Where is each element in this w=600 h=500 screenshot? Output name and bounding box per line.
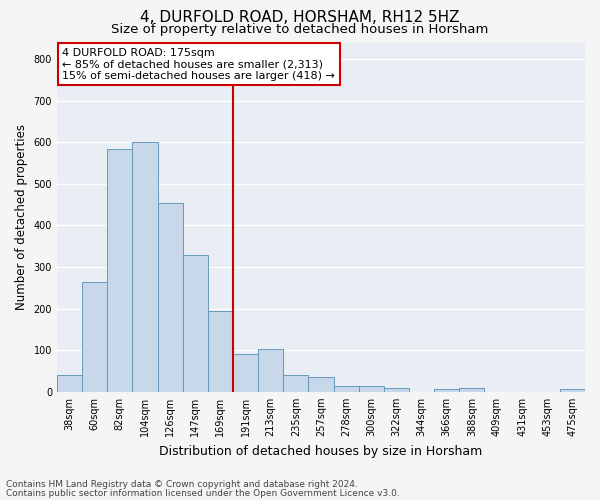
Bar (258, 350, 283, 392)
Bar (434, 389, 459, 392)
Text: 4 DURFOLD ROAD: 175sqm
← 85% of detached houses are smaller (2,313)
15% of semi-: 4 DURFOLD ROAD: 175sqm ← 85% of detached… (62, 48, 335, 81)
Bar (384, 388, 409, 392)
Bar (57, 375, 82, 392)
X-axis label: Distribution of detached houses by size in Horsham: Distribution of detached houses by size … (160, 444, 482, 458)
Bar (359, 386, 384, 392)
Bar (133, 142, 158, 392)
Text: Contains HM Land Registry data © Crown copyright and database right 2024.: Contains HM Land Registry data © Crown c… (6, 480, 358, 489)
Bar (334, 386, 359, 392)
Bar (182, 254, 208, 392)
Bar (107, 148, 133, 392)
Bar (459, 388, 484, 392)
Y-axis label: Number of detached properties: Number of detached properties (15, 124, 28, 310)
Bar (208, 310, 233, 392)
Text: 4, DURFOLD ROAD, HORSHAM, RH12 5HZ: 4, DURFOLD ROAD, HORSHAM, RH12 5HZ (140, 10, 460, 25)
Bar (158, 202, 182, 392)
Text: Contains public sector information licensed under the Open Government Licence v3: Contains public sector information licen… (6, 488, 400, 498)
Bar (308, 378, 334, 392)
Text: Size of property relative to detached houses in Horsham: Size of property relative to detached ho… (112, 22, 488, 36)
Bar (560, 389, 585, 392)
Bar (283, 375, 308, 392)
Bar (82, 282, 107, 392)
Bar (233, 354, 258, 392)
